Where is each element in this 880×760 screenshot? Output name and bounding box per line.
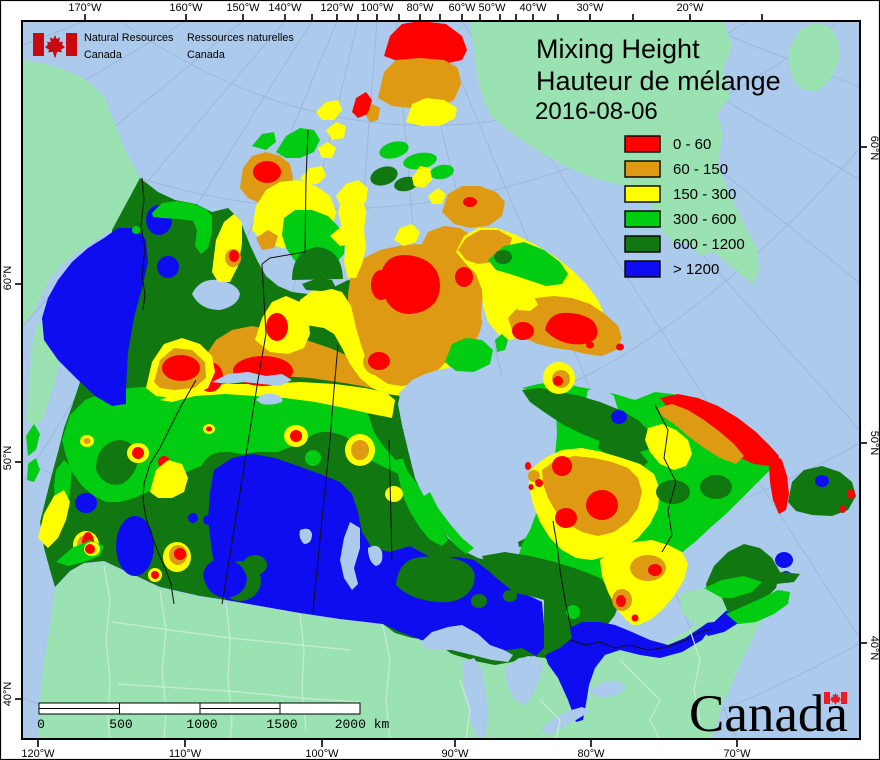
svg-text:80°W: 80°W xyxy=(577,748,605,760)
svg-text:40°W: 40°W xyxy=(519,2,547,14)
svg-text:1000: 1000 xyxy=(186,717,217,732)
svg-text:Hauteur de mélange: Hauteur de mélange xyxy=(536,66,781,96)
svg-text:Canada: Canada xyxy=(689,685,848,743)
svg-text:Natural Resources: Natural Resources xyxy=(84,32,174,44)
svg-text:0 - 60: 0 - 60 xyxy=(673,136,711,153)
svg-text:2016-08-06: 2016-08-06 xyxy=(535,98,658,125)
svg-text:80°W: 80°W xyxy=(406,2,434,14)
svg-text:170°W: 170°W xyxy=(68,2,102,14)
svg-text:40°N: 40°N xyxy=(868,636,880,661)
svg-text:500: 500 xyxy=(109,717,132,732)
svg-text:120°W: 120°W xyxy=(21,748,55,760)
svg-text:300 - 600: 300 - 600 xyxy=(673,211,736,228)
svg-text:2000 km: 2000 km xyxy=(335,717,390,732)
svg-text:100°W: 100°W xyxy=(360,2,394,14)
svg-text:100°W: 100°W xyxy=(305,748,339,760)
svg-text:Canada: Canada xyxy=(187,49,225,61)
svg-text:50°N: 50°N xyxy=(2,446,14,471)
svg-text:1500: 1500 xyxy=(266,717,297,732)
svg-text:Canada: Canada xyxy=(84,49,122,61)
svg-text:70°W: 70°W xyxy=(723,748,751,760)
svg-text:Ressources naturelles: Ressources naturelles xyxy=(187,32,294,44)
svg-text:150°W: 150°W xyxy=(226,2,260,14)
svg-text:> 1200: > 1200 xyxy=(673,261,719,278)
svg-text:20°W: 20°W xyxy=(676,2,704,14)
svg-text:110°W: 110°W xyxy=(169,748,202,760)
svg-text:90°W: 90°W xyxy=(441,748,469,760)
svg-text:60°N: 60°N xyxy=(2,266,14,291)
svg-text:50°W: 50°W xyxy=(478,2,506,14)
svg-text:140°W: 140°W xyxy=(268,2,302,14)
svg-text:60°N: 60°N xyxy=(868,136,880,161)
svg-text:600 - 1200: 600 - 1200 xyxy=(673,236,745,253)
svg-text:0: 0 xyxy=(37,717,45,732)
svg-text:60 - 150: 60 - 150 xyxy=(673,161,728,178)
svg-text:60°W: 60°W xyxy=(448,2,476,14)
svg-text:Mixing Height: Mixing Height xyxy=(536,34,700,64)
svg-text:120°W: 120°W xyxy=(320,2,354,14)
svg-text:40°N: 40°N xyxy=(2,682,14,707)
svg-text:50°N: 50°N xyxy=(868,431,880,456)
svg-text:150 - 300: 150 - 300 xyxy=(673,186,736,203)
svg-text:30°W: 30°W xyxy=(576,2,604,14)
svg-text:160°W: 160°W xyxy=(169,2,203,14)
